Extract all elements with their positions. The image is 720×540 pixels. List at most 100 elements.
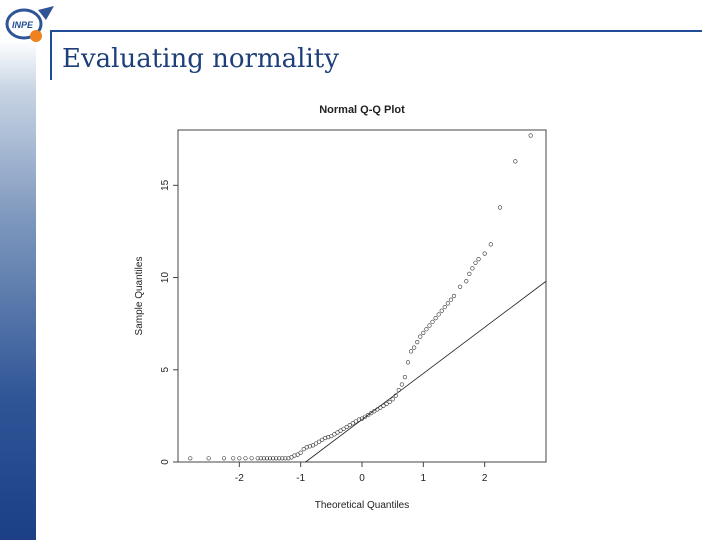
data-point xyxy=(344,424,349,430)
data-point xyxy=(326,435,331,440)
y-tick-label: 15 xyxy=(160,179,171,191)
y-axis: 0 5 10 15 xyxy=(160,179,178,465)
y-tick-label: 10 xyxy=(160,272,171,284)
x-tick-label: 1 xyxy=(421,473,427,484)
data-point xyxy=(289,455,294,460)
data-point xyxy=(329,434,334,439)
title-rule-vertical xyxy=(50,30,52,80)
qq-plot-chart: Normal Q-Q Plot -2 -1 0 1 2 0 5 10 15 Theoretic… xyxy=(134,104,547,511)
data-point xyxy=(470,266,475,271)
data-point xyxy=(258,456,263,461)
data-point xyxy=(399,382,404,387)
logo-text: INPE xyxy=(12,20,34,30)
data-point xyxy=(249,456,254,461)
data-point xyxy=(350,421,355,426)
data-point xyxy=(237,456,242,461)
data-point xyxy=(270,456,276,461)
data-point xyxy=(283,456,288,461)
data-point xyxy=(427,323,432,328)
data-point xyxy=(310,443,316,448)
page-title: Evaluating normality xyxy=(62,44,339,74)
data-point xyxy=(206,456,211,461)
data-point xyxy=(372,409,377,414)
data-point xyxy=(488,242,493,247)
data-point xyxy=(323,435,328,441)
x-axis-label: Theoretical Quantiles xyxy=(315,500,410,511)
y-tick-label: 0 xyxy=(160,459,171,465)
data-point xyxy=(264,456,270,461)
data-point xyxy=(497,205,503,210)
data-point xyxy=(467,271,472,276)
data-point xyxy=(307,444,312,449)
data-point xyxy=(301,446,306,452)
x-tick-label: 2 xyxy=(482,473,488,484)
data-point xyxy=(451,293,457,299)
data-point xyxy=(231,456,236,461)
data-point xyxy=(464,279,469,284)
data-point xyxy=(439,308,444,313)
data-point xyxy=(387,399,392,405)
data-point xyxy=(295,452,300,457)
chart-title: Normal Q-Q Plot xyxy=(319,104,405,116)
data-point xyxy=(332,432,337,437)
x-axis: -2 -1 0 1 2 xyxy=(235,462,488,484)
data-point xyxy=(280,456,285,461)
data-point xyxy=(445,301,450,306)
sample-points xyxy=(188,133,533,461)
data-point xyxy=(390,397,395,402)
data-point xyxy=(430,319,435,324)
data-point xyxy=(338,428,343,433)
data-point xyxy=(396,387,401,393)
data-point xyxy=(476,257,481,262)
data-point xyxy=(362,414,368,419)
data-point xyxy=(255,456,260,461)
data-point xyxy=(412,345,417,350)
x-tick-label: -1 xyxy=(296,473,305,484)
y-tick-label: 5 xyxy=(160,367,171,373)
data-point xyxy=(378,405,383,410)
x-tick-label: 0 xyxy=(359,473,365,484)
data-point xyxy=(405,360,411,365)
data-point xyxy=(433,316,438,321)
data-point xyxy=(356,417,362,422)
y-axis-label: Sample Quantiles xyxy=(134,257,145,336)
reference-line xyxy=(305,280,547,463)
data-point xyxy=(221,456,227,461)
data-point xyxy=(292,453,297,458)
data-point xyxy=(267,456,273,461)
sidebar-gradient-bar xyxy=(0,0,36,540)
data-point xyxy=(353,419,358,424)
data-point xyxy=(424,327,429,332)
data-point xyxy=(421,330,426,335)
data-point xyxy=(384,401,389,407)
data-point xyxy=(381,403,386,408)
data-point xyxy=(277,456,282,461)
data-point xyxy=(313,441,319,446)
data-point xyxy=(298,450,303,455)
data-point xyxy=(482,251,487,256)
data-point xyxy=(513,159,518,164)
data-point xyxy=(335,430,340,435)
data-point xyxy=(341,426,346,431)
x-tick-label: -2 xyxy=(235,473,244,484)
data-point xyxy=(408,349,414,354)
data-point xyxy=(347,423,352,428)
data-point xyxy=(359,416,365,421)
data-point xyxy=(436,312,441,317)
data-point xyxy=(442,304,447,310)
data-point xyxy=(415,340,420,345)
data-point xyxy=(369,411,374,416)
title-rule-horizontal xyxy=(50,30,702,32)
data-point xyxy=(243,456,248,461)
data-point xyxy=(402,375,408,380)
data-point xyxy=(261,456,266,461)
data-point xyxy=(458,284,463,289)
data-point xyxy=(375,407,380,412)
data-point xyxy=(448,297,454,302)
data-point xyxy=(274,456,279,461)
data-point xyxy=(473,260,478,265)
plot-frame xyxy=(177,129,547,463)
data-point xyxy=(304,445,309,450)
data-point xyxy=(366,412,371,418)
data-point xyxy=(418,334,423,339)
